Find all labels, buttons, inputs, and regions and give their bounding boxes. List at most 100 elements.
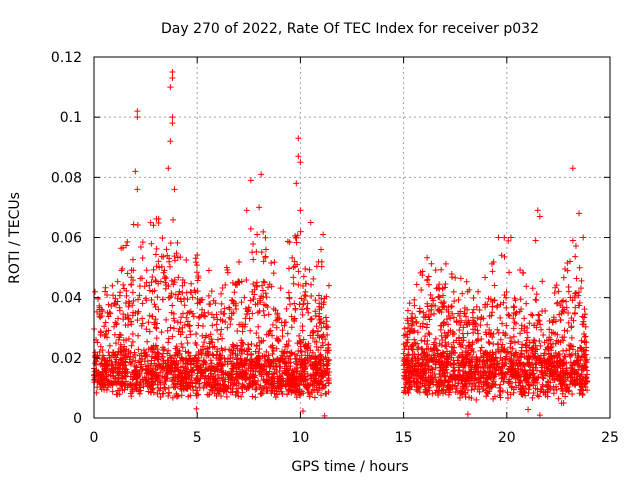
data-point — [466, 286, 473, 293]
data-point — [249, 249, 256, 256]
data-point — [506, 269, 513, 276]
data-point — [220, 374, 227, 381]
data-point — [129, 256, 136, 263]
data-point — [226, 314, 233, 321]
data-point — [271, 259, 278, 266]
data-point — [487, 364, 494, 371]
data-point — [484, 383, 491, 390]
data-point — [486, 340, 493, 347]
data-point — [245, 365, 252, 372]
data-point — [310, 275, 317, 282]
data-point — [489, 349, 496, 356]
data-point — [557, 339, 564, 346]
data-point — [450, 361, 457, 368]
data-point — [302, 376, 309, 383]
data-point — [438, 332, 445, 339]
data-point — [438, 266, 445, 273]
data-point — [217, 356, 224, 363]
data-point — [270, 270, 277, 277]
data-point — [559, 307, 566, 314]
data-point — [202, 313, 209, 320]
data-point — [529, 285, 536, 292]
data-point — [268, 260, 275, 267]
data-point — [245, 341, 252, 348]
data-point — [255, 323, 262, 330]
data-point — [164, 370, 171, 377]
data-point — [128, 281, 135, 288]
data-point — [301, 297, 308, 304]
data-point — [557, 316, 564, 323]
data-point — [450, 339, 457, 346]
data-point — [313, 343, 320, 350]
data-point — [256, 369, 263, 376]
data-point — [486, 326, 493, 333]
data-point — [169, 394, 176, 401]
data-point — [153, 278, 160, 285]
data-point — [501, 374, 508, 381]
data-point — [441, 329, 448, 336]
data-point — [205, 309, 212, 316]
data-point — [455, 360, 462, 367]
data-point — [511, 339, 518, 346]
data-point — [139, 254, 146, 261]
data-point — [288, 313, 295, 320]
data-point — [122, 354, 129, 361]
data-point — [148, 296, 155, 303]
data-point — [222, 319, 229, 326]
data-point — [314, 332, 321, 339]
data-point — [253, 279, 260, 286]
data-point — [238, 337, 245, 344]
data-point — [567, 342, 574, 349]
data-point — [454, 389, 461, 396]
data-point — [145, 365, 152, 372]
data-point — [517, 388, 524, 395]
data-point — [504, 369, 511, 376]
data-point — [170, 216, 177, 223]
data-point — [553, 300, 560, 307]
data-point — [179, 324, 186, 331]
data-point — [522, 341, 529, 348]
data-point — [241, 294, 248, 301]
data-point — [438, 299, 445, 306]
data-point — [510, 325, 517, 332]
data-point — [105, 327, 112, 334]
data-point — [445, 391, 452, 398]
data-point — [208, 365, 215, 372]
data-point — [167, 354, 174, 361]
data-point — [114, 278, 121, 285]
data-point — [461, 319, 468, 326]
data-point — [136, 390, 143, 397]
data-point — [265, 284, 272, 291]
data-point — [256, 308, 263, 315]
data-point — [517, 351, 524, 358]
data-point — [110, 292, 117, 299]
data-point — [296, 386, 303, 393]
data-point — [312, 297, 319, 304]
data-point — [463, 345, 470, 352]
data-point — [497, 314, 504, 321]
data-point — [300, 358, 307, 365]
data-point — [150, 389, 157, 396]
data-point — [452, 274, 459, 281]
data-point — [97, 329, 104, 336]
data-point — [113, 321, 120, 328]
data-point — [155, 258, 162, 265]
data-point — [218, 300, 225, 307]
data-point — [278, 380, 285, 387]
data-point — [210, 314, 217, 321]
data-point — [503, 304, 510, 311]
data-point — [476, 383, 483, 390]
data-point — [247, 380, 254, 387]
data-point — [238, 393, 245, 400]
data-point — [129, 302, 136, 309]
data-point — [290, 274, 297, 281]
data-point — [464, 306, 471, 313]
data-point — [120, 281, 127, 288]
data-point — [404, 339, 411, 346]
data-point — [196, 313, 203, 320]
data-point — [322, 336, 329, 343]
data-point — [515, 366, 522, 373]
data-point — [303, 280, 310, 287]
data-point — [253, 343, 260, 350]
data-point — [101, 323, 108, 330]
